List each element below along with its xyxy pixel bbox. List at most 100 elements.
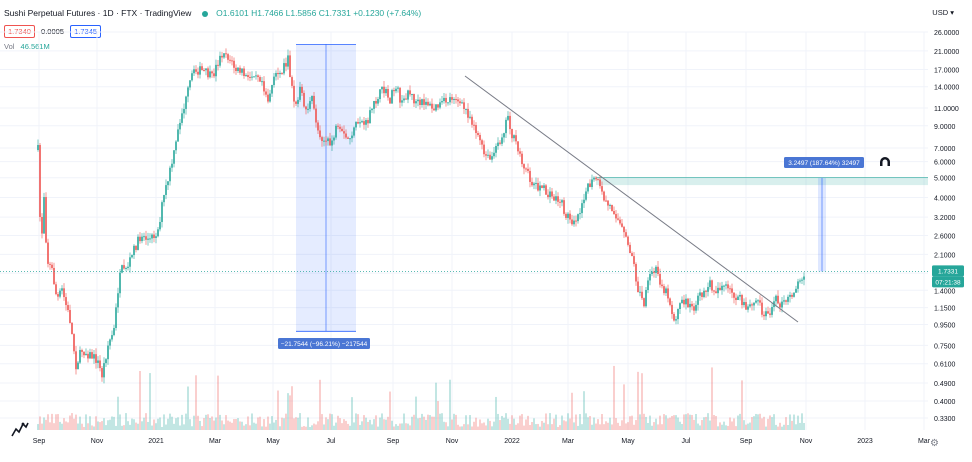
volume-bar xyxy=(405,423,407,430)
candle-body xyxy=(123,265,125,269)
candle-body xyxy=(45,197,47,243)
candle-body xyxy=(37,145,39,150)
volume-bar xyxy=(181,414,183,430)
drawings xyxy=(0,75,928,323)
volume-bar xyxy=(321,414,323,430)
volume-bar xyxy=(295,417,297,430)
volume-bar xyxy=(697,423,699,430)
candle-body xyxy=(667,288,669,299)
candle-body xyxy=(765,311,767,317)
candle-body xyxy=(49,263,51,265)
candle-body xyxy=(201,66,203,71)
candle-body xyxy=(431,103,433,109)
volume-bar xyxy=(575,414,577,430)
volume-bar xyxy=(71,413,73,430)
volume-bar xyxy=(725,425,727,430)
candle-body xyxy=(221,55,223,58)
candle-body xyxy=(275,72,277,77)
candle-body xyxy=(257,75,259,78)
volume-bar xyxy=(563,420,565,430)
volume-bar xyxy=(643,413,645,430)
candle-body xyxy=(649,274,651,281)
candle-body xyxy=(733,292,735,298)
candle-body xyxy=(671,304,673,315)
volume-bar xyxy=(475,417,477,430)
volume-bar xyxy=(275,419,277,430)
volume-bar xyxy=(237,418,239,430)
volume-bar xyxy=(223,424,225,430)
candle-body xyxy=(307,108,309,110)
volume-bar xyxy=(191,426,193,430)
volume-bar xyxy=(353,422,355,430)
volume-bar xyxy=(137,423,139,430)
candle-body xyxy=(685,298,687,305)
volume-bar xyxy=(491,426,493,430)
candle-body xyxy=(619,219,621,224)
price-axis[interactable]: 26.0000 21.0000 17.0000 14.0000 11.0000 9.000… xyxy=(934,30,959,423)
volume-bar xyxy=(511,415,513,430)
countdown-label-bg xyxy=(932,276,964,288)
candle-body xyxy=(543,185,545,188)
x-tick-label: Nov xyxy=(446,438,459,445)
candle-body xyxy=(759,300,761,303)
volume-bar xyxy=(737,415,739,430)
volume-bar xyxy=(483,422,485,430)
time-axis[interactable]: Sep Nov 2021 Mar May Jul Sep Nov 2022 Mar May Jul Se… xyxy=(33,438,931,445)
volume-bar xyxy=(495,396,497,430)
volume-bar xyxy=(37,424,39,430)
candle-body xyxy=(331,140,333,146)
candle-body xyxy=(745,302,747,310)
candle-body xyxy=(677,309,679,320)
y-tick-label: 21.0000 xyxy=(934,49,959,56)
volume-bar xyxy=(441,413,443,430)
tradingview-logo-icon[interactable] xyxy=(10,420,30,438)
candle-body xyxy=(489,154,491,160)
volume-bar xyxy=(95,416,97,430)
candle-body xyxy=(163,194,165,203)
candle-body xyxy=(447,102,449,104)
volume-bar xyxy=(551,424,553,430)
volume-bar xyxy=(613,365,615,430)
volume-bar xyxy=(241,421,243,430)
candle-body xyxy=(157,229,159,237)
volume-bar xyxy=(41,423,43,430)
volume-bar xyxy=(101,421,103,430)
candle-body xyxy=(633,256,635,264)
candle-body xyxy=(207,68,209,78)
currency-selector[interactable]: USD ▾ xyxy=(932,8,954,17)
candle-body xyxy=(357,121,359,124)
volume-bar xyxy=(81,423,83,430)
volume-bar xyxy=(269,423,271,430)
candle-body xyxy=(323,140,325,142)
candle-body xyxy=(625,232,627,237)
candle-body xyxy=(341,128,343,132)
candle-body xyxy=(261,81,263,83)
volume-bar xyxy=(115,425,117,430)
volume-bar xyxy=(299,413,301,430)
candle-body xyxy=(333,137,335,141)
volume-bar xyxy=(251,413,253,430)
volume-bar xyxy=(795,424,797,430)
candle-body xyxy=(799,280,801,282)
candle-body xyxy=(699,292,701,296)
volume-bar xyxy=(397,425,399,430)
volume-bar xyxy=(799,422,801,430)
volume-bar xyxy=(519,415,521,430)
y-tick-label: 7.0000 xyxy=(934,146,956,153)
volume-bar xyxy=(85,414,87,430)
volume-bar xyxy=(229,421,231,430)
candle-body xyxy=(229,59,231,61)
candle-body xyxy=(643,298,645,307)
candle-body xyxy=(59,290,61,297)
gear-icon[interactable]: ⚙ xyxy=(930,438,939,449)
x-tick-label: 2021 xyxy=(148,438,164,445)
volume-bar xyxy=(379,417,381,430)
volume-bar xyxy=(125,413,127,430)
symbol-title[interactable]: Sushi Perpetual Futures · 1D · FTX · Tra… xyxy=(4,8,192,18)
y-tick-label: 0.7500 xyxy=(934,343,956,350)
candle-body xyxy=(195,69,197,72)
candle-body xyxy=(727,284,729,289)
candle-body xyxy=(553,196,555,201)
volume-value: 46.561M xyxy=(20,42,50,51)
